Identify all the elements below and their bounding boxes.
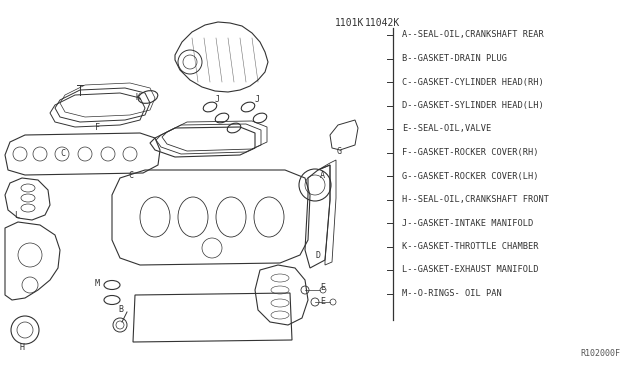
- Text: A: A: [320, 170, 325, 180]
- Text: B--GASKET-DRAIN PLUG: B--GASKET-DRAIN PLUG: [402, 54, 507, 63]
- Text: J: J: [255, 96, 260, 105]
- Text: A--SEAL-OIL,CRANKSHAFT REAR: A--SEAL-OIL,CRANKSHAFT REAR: [402, 31, 544, 39]
- Text: 11042K: 11042K: [365, 18, 400, 28]
- Text: G: G: [337, 148, 342, 157]
- Text: L--GASKET-EXHAUST MANIFOLD: L--GASKET-EXHAUST MANIFOLD: [402, 266, 538, 275]
- Text: D: D: [315, 250, 320, 260]
- Text: G--GASKET-ROCKER COVER(LH): G--GASKET-ROCKER COVER(LH): [402, 171, 538, 180]
- Text: H: H: [19, 343, 24, 353]
- Text: M--O-RINGS- OIL PAN: M--O-RINGS- OIL PAN: [402, 289, 502, 298]
- Text: E--SEAL-OIL,VALVE: E--SEAL-OIL,VALVE: [402, 125, 492, 134]
- Text: L: L: [14, 211, 19, 219]
- Text: B: B: [118, 305, 123, 314]
- Text: C--GASKET-CYLINDER HEAD(RH): C--GASKET-CYLINDER HEAD(RH): [402, 77, 544, 87]
- Text: E: E: [320, 298, 325, 307]
- Text: D--GASKET-SYLINDER HEAD(LH): D--GASKET-SYLINDER HEAD(LH): [402, 101, 544, 110]
- Text: K--GASKET-THROTTLE CHAMBER: K--GASKET-THROTTLE CHAMBER: [402, 242, 538, 251]
- Text: H--SEAL-OIL,CRANKSHAFT FRONT: H--SEAL-OIL,CRANKSHAFT FRONT: [402, 195, 549, 204]
- Text: C: C: [60, 148, 65, 157]
- Text: F: F: [95, 124, 100, 132]
- Text: C: C: [128, 170, 133, 180]
- Text: E: E: [320, 283, 325, 292]
- Text: J: J: [215, 96, 220, 105]
- Text: M: M: [95, 279, 100, 288]
- Text: J--GASKET-INTAKE MANIFOLD: J--GASKET-INTAKE MANIFOLD: [402, 218, 533, 228]
- Text: 1101K: 1101K: [335, 18, 364, 28]
- Text: R102000F: R102000F: [580, 349, 620, 358]
- Text: K: K: [136, 93, 141, 102]
- Text: F--GASKET-ROCKER COVER(RH): F--GASKET-ROCKER COVER(RH): [402, 148, 538, 157]
